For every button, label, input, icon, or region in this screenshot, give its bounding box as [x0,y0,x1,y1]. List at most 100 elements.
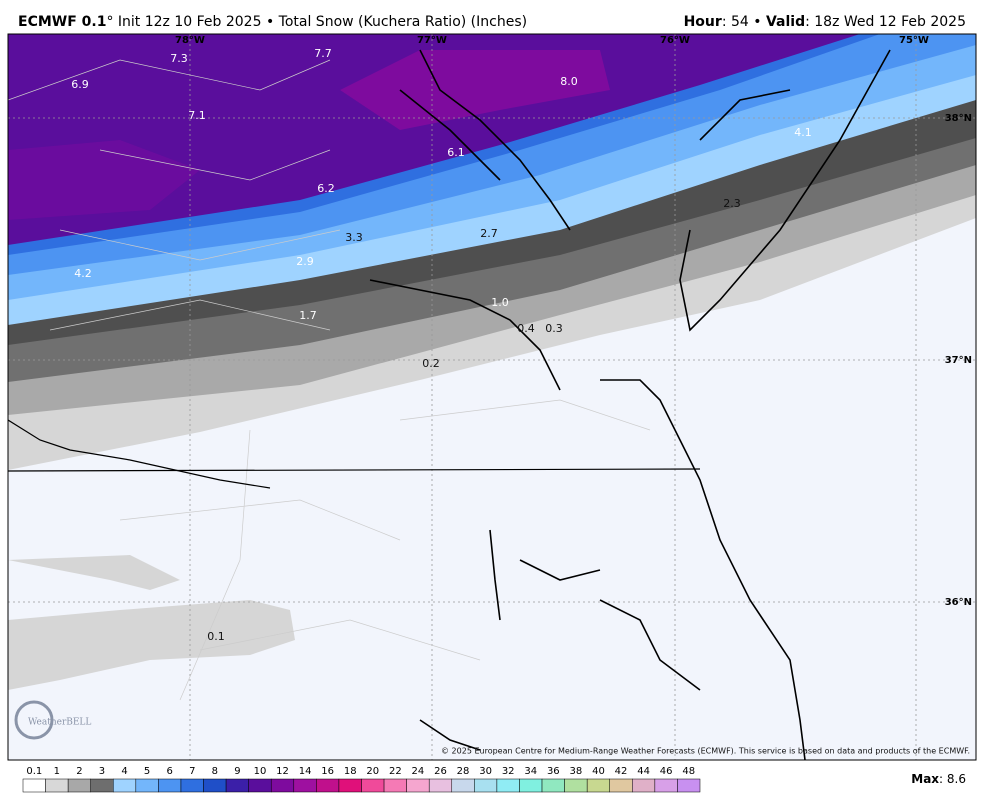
county-lines [8,59,651,701]
snow-label: 4.2 [74,267,92,280]
snow-label: 2.3 [723,197,741,210]
colorbar-cell [270,778,295,793]
lat-label: 36°N [945,597,972,608]
snow-label: 0.3 [545,322,563,335]
snow-label: 7.1 [188,109,206,122]
lon-label: 77°W [417,35,447,46]
colorbar-label: 42 [615,766,628,777]
colorbar-cell [586,778,610,793]
colorbar-label: 30 [479,766,492,777]
colorbar-label: 10 [254,766,267,777]
colorbar-label: 18 [344,766,357,777]
hour: : 54 [722,14,749,30]
snow-band [8,140,200,220]
snow-label: 2.9 [296,255,314,268]
snow-label: 0.4 [517,322,535,335]
colorbar-label: 5 [144,766,150,777]
colorbar-cell [519,778,543,793]
colorbar-label: 44 [637,766,650,777]
colorbar-label: 1 [54,766,60,777]
degree: ° [106,14,113,30]
colorbar-cell [203,778,227,793]
snow-label: 2.7 [480,227,498,240]
product: Total Snow (Kuchera Ratio) (Inches) [278,14,527,30]
colorbar-cell [361,778,385,793]
colorbar-cell [451,778,475,793]
colorbar-cell [135,778,159,793]
colorbar-cell [225,778,249,793]
colorbar-cell [609,778,633,793]
colorbar-cell [474,778,498,793]
colorbar-label: 26 [434,766,447,777]
colorbar-cell [541,778,565,793]
coastline [369,49,891,760]
snow-label: 7.3 [170,52,188,65]
colorbar-cell [632,778,656,793]
colorbar-cell [316,778,340,793]
snow-area [8,555,180,590]
snow-label: 0.2 [422,357,440,370]
colorbar: 0.1 1 2 3 4 5 6 7 8 9 10 12 14 16 18 20 22 24 26 28 30 32 34 36… [22,766,701,793]
snow-label: 1.7 [299,309,317,322]
colorbar-label: 0.1 [26,766,42,777]
lat-label: 38°N [945,113,972,124]
colorbar-cell [564,778,588,793]
colorbar-label: 40 [592,766,605,777]
snow-label: 1.0 [491,296,509,309]
colorbar-cell [383,778,407,793]
colorbar-label: 46 [660,766,673,777]
river [8,419,271,489]
state-border [8,468,701,472]
colorbar-label: 3 [99,766,105,777]
colorbar-label: 9 [234,766,240,777]
colorbar-label: 28 [457,766,470,777]
colorbar-label: 32 [502,766,515,777]
snow-area [8,600,295,690]
colorbar-cell [248,778,272,793]
colorbar-label: 12 [276,766,289,777]
snow-label: 0.1 [207,630,225,643]
colorbar-cell [496,778,520,793]
colorbar-cell [158,778,182,793]
colorbar-label: 24 [412,766,425,777]
init: Init 12z 10 Feb 2025 [118,14,262,30]
colorbar-cell [67,778,91,793]
colorbar-cell [45,778,69,793]
snow-label: 7.7 [314,47,332,60]
map: 78°W 77°W 76°W 75°W 38°N 37°N 36°N 7.3 7… [7,33,977,761]
snow-label: 8.0 [560,75,578,88]
colorbar-label: 36 [547,766,560,777]
snow-band [8,34,860,245]
colorbar-label: 8 [212,766,218,777]
colorbar-cell [654,778,678,793]
colorbar-cell [180,778,204,793]
colorbar-cell [22,778,46,793]
colorbar-label: 48 [682,766,695,777]
colorbar-label: 6 [166,766,172,777]
snow-label: 6.9 [71,78,89,91]
lon-label: 75°W [899,35,929,46]
header-right: Hour: 54 • Valid: 18z Wed 12 Feb 2025 [684,14,966,30]
map-frame [7,33,977,761]
hour-label: Hour [684,14,722,30]
snow-band [340,50,610,130]
snow-label: 6.1 [447,146,465,159]
max: Max: 8.6 [911,772,966,786]
colorbar-cell [406,778,430,793]
colorbar-cell [90,778,114,793]
colorbar-label: 7 [189,766,195,777]
lon-label: 78°W [175,35,205,46]
colorbar-cell [293,778,317,793]
valid-label: Valid [766,14,805,30]
lat-label: 37°N [945,355,972,366]
colorbar-label: 14 [299,766,312,777]
valid: : 18z Wed 12 Feb 2025 [805,14,966,30]
max-value: : 8.6 [939,772,966,786]
lon-label: 76°W [660,35,690,46]
colorbar-label: 34 [524,766,537,777]
watermark-logo [14,700,54,740]
colorbar-label: 2 [76,766,82,777]
colorbar-label: 38 [570,766,583,777]
separator: • [753,14,761,30]
